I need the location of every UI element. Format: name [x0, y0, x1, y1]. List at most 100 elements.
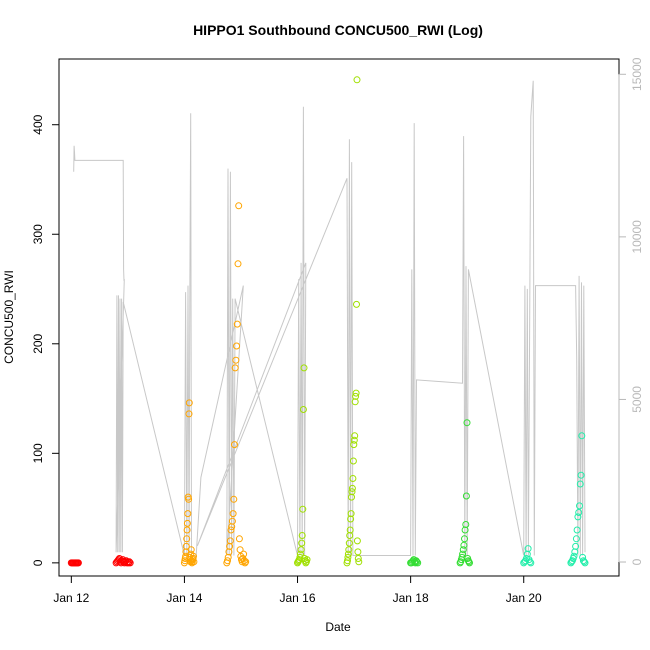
data-point	[182, 542, 190, 550]
data-point	[296, 553, 304, 561]
x-tick-label: Jan 14	[166, 591, 202, 605]
data-points-layer	[67, 76, 589, 567]
data-point	[227, 526, 235, 534]
data-point	[344, 553, 352, 561]
data-point	[347, 515, 355, 523]
data-point	[354, 555, 362, 562]
data-point	[414, 559, 422, 567]
data-point	[187, 546, 195, 554]
data-point	[230, 495, 238, 503]
x-tick-label: Jan 18	[393, 591, 429, 605]
data-point	[344, 557, 351, 565]
data-point	[185, 399, 193, 407]
data-point	[231, 441, 238, 449]
y2-tick-label: 0	[630, 558, 644, 565]
data-point	[242, 558, 250, 566]
y-axis-label: CONCU500_RWI	[2, 270, 16, 364]
altitude-trace-line	[73, 80, 586, 556]
data-point	[224, 557, 231, 565]
data-point	[185, 410, 193, 418]
data-point	[348, 484, 356, 492]
x-tick-label: Jan 16	[280, 591, 316, 605]
data-point	[183, 519, 191, 527]
data-point	[462, 492, 470, 500]
data-point	[570, 552, 578, 560]
data-point	[572, 535, 580, 543]
data-point	[576, 502, 583, 510]
data-point	[578, 432, 586, 440]
data-point	[349, 475, 357, 482]
y-tick-label: 400	[31, 114, 45, 134]
data-point	[577, 471, 585, 479]
altitude-trace-layer	[73, 80, 586, 556]
data-point	[300, 364, 308, 372]
data-point	[462, 521, 470, 528]
data-point	[345, 546, 353, 554]
data-point	[412, 557, 420, 565]
y-tick-label: 0	[31, 559, 45, 566]
data-point	[235, 535, 243, 543]
data-point	[466, 559, 473, 567]
data-point	[349, 457, 357, 465]
data-point	[234, 260, 242, 268]
data-point	[228, 517, 236, 525]
data-point	[351, 398, 359, 406]
data-point	[229, 510, 237, 518]
data-point	[240, 550, 248, 558]
data-point	[183, 526, 191, 534]
data-point	[74, 559, 82, 567]
y-axis-right: 0 5000 10000 15000	[618, 57, 644, 565]
y-tick-label: 200	[31, 333, 45, 353]
data-point	[183, 535, 191, 543]
data-point	[299, 505, 307, 513]
y-tick-label: 300	[31, 224, 45, 244]
data-point	[236, 546, 244, 554]
data-point	[190, 558, 198, 566]
chart-title: HIPPO1 Southbound CONCU500_RWI (Log)	[193, 22, 483, 38]
data-point	[463, 419, 471, 427]
data-point	[344, 550, 352, 558]
data-point	[352, 392, 360, 400]
data-point	[298, 532, 306, 539]
data-point	[574, 513, 582, 521]
data-point	[411, 558, 419, 566]
data-point	[353, 76, 361, 84]
data-point	[241, 559, 249, 567]
x-tick-label: Jan 20	[506, 591, 542, 605]
data-point	[297, 546, 305, 554]
data-point	[125, 558, 133, 566]
data-point	[352, 389, 360, 397]
data-point	[353, 300, 360, 308]
data-point	[579, 557, 587, 565]
data-point	[354, 548, 362, 556]
y2-tick-label: 10000	[630, 220, 644, 254]
data-point	[572, 542, 580, 550]
data-point	[232, 356, 240, 364]
data-point	[573, 526, 581, 534]
data-point	[347, 510, 355, 518]
data-point	[581, 559, 589, 567]
data-point	[460, 541, 468, 549]
data-point	[575, 509, 583, 516]
data-point	[348, 493, 355, 501]
data-point	[350, 441, 358, 449]
data-point	[350, 436, 358, 444]
data-point	[121, 558, 129, 566]
data-point	[413, 558, 421, 566]
data-point	[185, 495, 193, 503]
data-point	[353, 537, 361, 545]
data-point	[231, 364, 239, 372]
data-point	[299, 406, 307, 413]
data-point	[297, 550, 304, 558]
data-point	[459, 546, 467, 554]
data-point	[226, 537, 234, 545]
y-axis-left: 0 100 200 300 400	[31, 114, 60, 566]
data-point	[527, 559, 535, 567]
data-point	[345, 539, 353, 547]
y2-tick-label: 15000	[630, 57, 644, 91]
data-point	[461, 535, 468, 543]
data-point	[298, 539, 306, 547]
x-axis-label: Date	[325, 620, 351, 634]
y2-tick-label: 5000	[630, 386, 644, 413]
